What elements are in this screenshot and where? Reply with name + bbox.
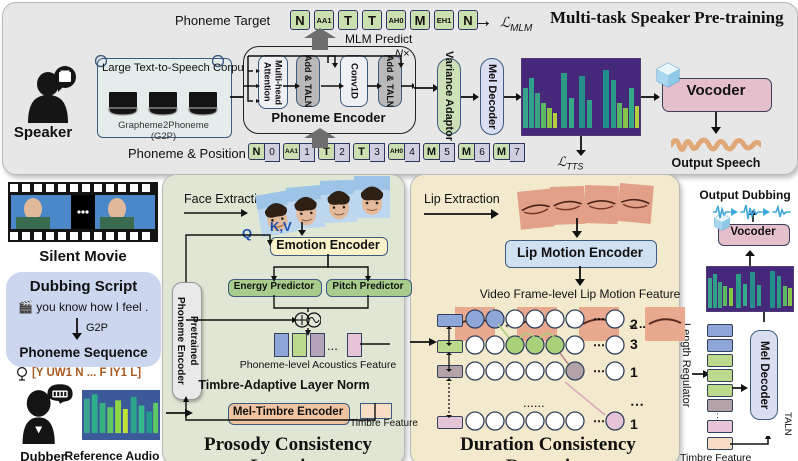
svg-text:3: 3 xyxy=(630,336,638,352)
svg-text:1: 1 xyxy=(630,416,638,432)
svg-text:⋯: ⋯ xyxy=(593,364,605,378)
svg-text:......: ...... xyxy=(523,395,545,410)
svg-text:1: 1 xyxy=(630,364,638,380)
svg-text:⋯: ⋯ xyxy=(593,312,605,326)
svg-text:2: 2 xyxy=(630,316,638,332)
svg-text:⋯: ⋯ xyxy=(630,396,644,412)
svg-text:⋯: ⋯ xyxy=(593,338,605,352)
svg-text:⋯: ⋯ xyxy=(593,414,605,428)
